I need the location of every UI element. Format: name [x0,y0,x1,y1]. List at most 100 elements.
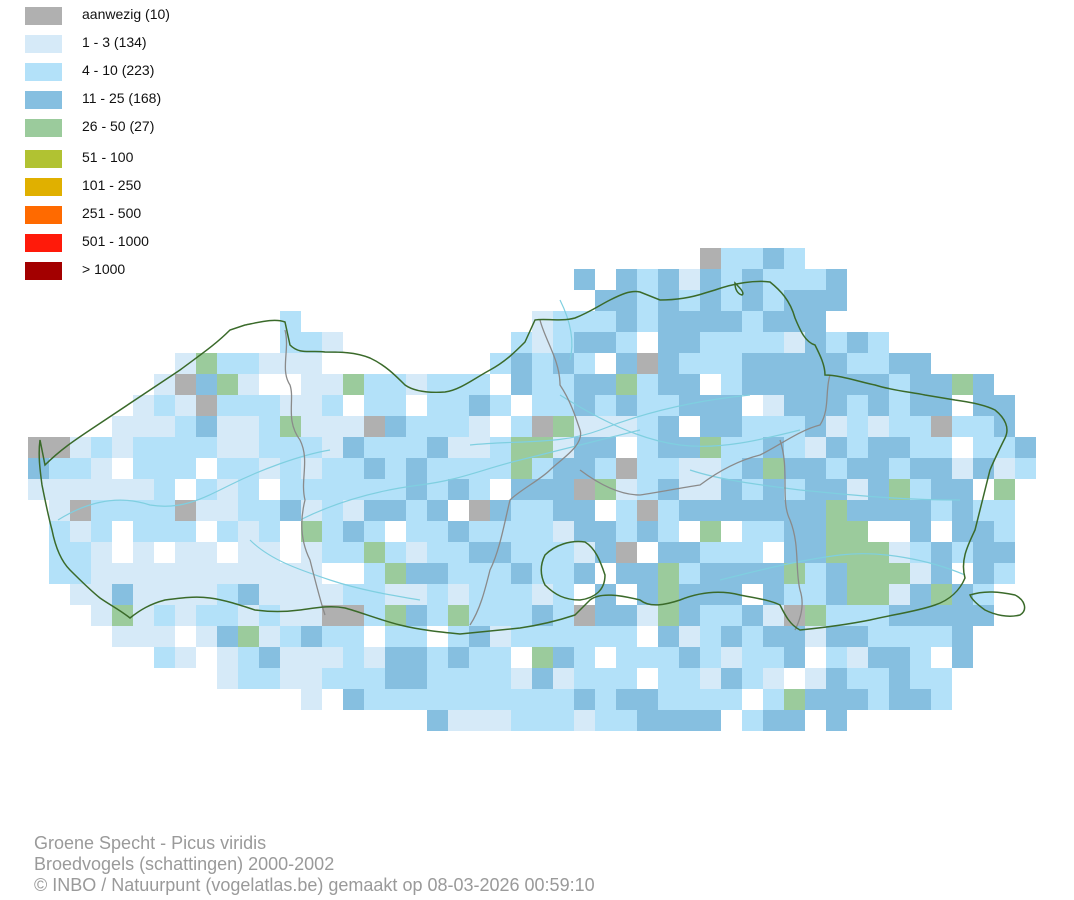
grid-cell [700,269,721,290]
grid-cell [847,689,868,710]
grid-cell [847,668,868,689]
grid-cell [490,668,511,689]
grid-cell [637,311,658,332]
legend-label: 51 - 100 [82,149,134,165]
grid-cell [826,584,847,605]
grid-cell [301,521,322,542]
grid-cell [574,626,595,647]
grid-cell [364,395,385,416]
grid-cell [511,521,532,542]
grid-cell [805,605,826,626]
grid-cell [574,395,595,416]
grid-cell [343,584,364,605]
grid-cell [154,479,175,500]
grid-cell [763,479,784,500]
grid-cell [490,689,511,710]
grid-cell [658,437,679,458]
grid-cell [385,500,406,521]
grid-cell [532,521,553,542]
grid-cell [721,395,742,416]
grid-cell [343,437,364,458]
grid-cell [847,416,868,437]
grid-cell [805,332,826,353]
grid-cell [910,689,931,710]
grid-cell [658,584,679,605]
flanders-border [38,280,1026,635]
grid-cell [763,248,784,269]
grid-cell [868,626,889,647]
grid-cell [952,626,973,647]
grid-cell [574,353,595,374]
grid-cell [574,668,595,689]
grid-cell [574,605,595,626]
grid-cell [385,479,406,500]
grid-cell [427,584,448,605]
grid-cell [154,500,175,521]
grid-cell [301,584,322,605]
grid-cell [238,479,259,500]
grid-cell [175,395,196,416]
grid-cell [280,584,301,605]
grid-cell [343,458,364,479]
grid-cell [259,563,280,584]
grid-cell [889,395,910,416]
grid-cell [238,395,259,416]
grid-cell [931,689,952,710]
grid-cell [175,353,196,374]
grid-cell [217,374,238,395]
grid-cell [595,332,616,353]
legend-label: 11 - 25 (168) [82,90,162,106]
grid-cell [322,332,343,353]
grid-cell [700,542,721,563]
grid-cell [910,395,931,416]
grid-cell [343,605,364,626]
rivers [57,299,966,601]
grid-cell [700,311,721,332]
grid-cell [658,500,679,521]
grid-cell [196,542,217,563]
grid-cell [700,479,721,500]
legend-swatch [25,150,62,168]
grid-cell [868,605,889,626]
grid-cell [280,311,301,332]
grid-cell [595,458,616,479]
grid-cell [595,626,616,647]
grid-cell [112,626,133,647]
grid-cell [784,416,805,437]
legend-label: 4 - 10 (223) [82,62,155,78]
grid-cell [952,374,973,395]
grid-cell [868,374,889,395]
grid-cell [469,458,490,479]
grid-cell [637,563,658,584]
grid-cell [742,521,763,542]
grid-cell [616,689,637,710]
grid-cell [952,521,973,542]
grid-cell [931,668,952,689]
legend-label: aanwezig (10) [82,6,170,22]
grid-cell [301,479,322,500]
grid-cell [637,689,658,710]
grid-cell [805,395,826,416]
grid-cell [553,626,574,647]
grid-cell [742,248,763,269]
grid-cell [742,332,763,353]
grid-cell [637,353,658,374]
grid-cell [616,521,637,542]
grid-cell [805,458,826,479]
grid-cell [826,521,847,542]
grid-cell [826,437,847,458]
grid-cell [448,584,469,605]
grid-cell [784,458,805,479]
grid-cell [553,668,574,689]
grid-cell [490,626,511,647]
grid-cell [574,332,595,353]
grid-cell [952,458,973,479]
grid-cell [637,416,658,437]
grid-cell [784,353,805,374]
grid-cell [763,584,784,605]
grid-cell [910,668,931,689]
grid-cell [532,332,553,353]
grid-cell [784,332,805,353]
grid-cell [826,605,847,626]
grid-cell [742,626,763,647]
